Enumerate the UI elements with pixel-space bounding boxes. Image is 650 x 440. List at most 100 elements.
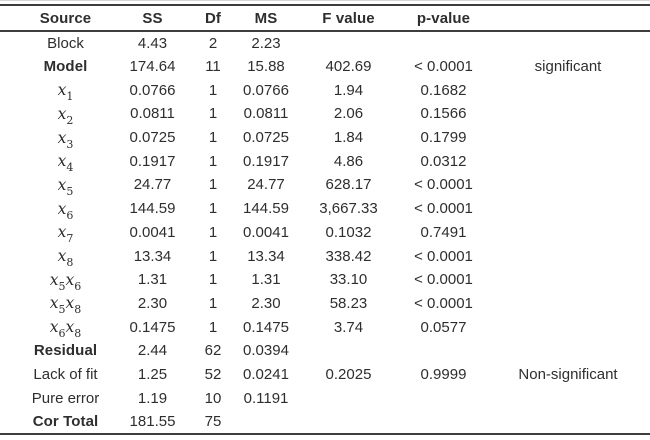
cell-source: x5x8	[0, 292, 115, 317]
cell-ss: 13.34	[133, 247, 172, 265]
cell-ss: 0.0766	[129, 81, 176, 99]
cell-ss: 24.77	[133, 176, 172, 194]
cell-ms: 0.0766	[243, 81, 289, 99]
math-variable: x	[49, 294, 59, 313]
math-subscript: 6	[74, 279, 82, 293]
cell-ms: 24.77	[247, 176, 285, 194]
cell-significance: significant	[534, 58, 602, 76]
cell-df: 1	[208, 223, 218, 241]
cell-significance	[486, 244, 650, 268]
cell-f-value	[296, 410, 401, 434]
cell-p-value: 0.1799	[420, 129, 467, 147]
cell-source: x4	[0, 149, 115, 173]
col-header-f-value: F value	[322, 9, 375, 27]
cell-significance	[486, 126, 650, 150]
math-subscript: 8	[74, 327, 82, 341]
cell-significance: Non-significant	[518, 365, 618, 383]
cell-f-value: 3,667.33	[319, 200, 378, 218]
cell-ms: 144.59	[243, 200, 289, 218]
cell-p-value: < 0.0001	[414, 247, 473, 265]
cell-significance	[486, 339, 650, 363]
cell-p-value: < 0.0001	[414, 58, 473, 76]
cell-ss: 2.30	[137, 294, 168, 312]
cell-ms: 1.31	[251, 271, 281, 289]
table-row: x5x6 1.31 1 1.31 33.10 < 0.0001	[0, 268, 650, 292]
cell-p-value: < 0.0001	[414, 176, 473, 194]
cell-ss: 0.1917	[129, 152, 176, 170]
cell-f-value: 1.84	[333, 129, 364, 147]
cell-p-value: < 0.0001	[414, 200, 473, 218]
math-subscript: 4	[66, 161, 74, 175]
table-row: Lack of fit 1.25 52 0.0241 0.2025 0.9999 Non-s…	[0, 363, 650, 387]
cell-source: Residual	[33, 342, 98, 360]
cell-df: 11	[205, 58, 221, 76]
cell-p-value: 0.9999	[420, 365, 467, 383]
cell-source: x8	[0, 244, 115, 268]
table-row: Model 174.64 11 15.88 402.69 < 0.0001 signific…	[0, 55, 650, 79]
cell-significance	[486, 102, 650, 126]
cell-significance	[486, 315, 650, 339]
math-variable: x	[57, 152, 67, 171]
cell-ss: 0.0725	[129, 129, 176, 147]
cell-df: 1	[208, 81, 218, 99]
cell-source: x7	[0, 221, 115, 246]
cell-df: 1	[208, 105, 218, 123]
cell-ss: 1.31	[137, 271, 168, 289]
cell-f-value	[296, 386, 401, 410]
math-variable: x	[57, 104, 67, 123]
cell-df: 62	[204, 342, 222, 360]
cell-df: 1	[208, 129, 218, 147]
table-row: x6 144.59 1 144.59 3,667.33 < 0.0001	[0, 197, 650, 221]
math-variable: x	[57, 247, 67, 266]
header-row: Source SS Df MS F value p-value	[0, 5, 650, 31]
cell-significance	[486, 292, 650, 316]
cell-significance	[486, 410, 650, 434]
cell-source: x5x6	[0, 268, 115, 292]
cell-f-value: 1.94	[333, 81, 364, 99]
cell-f-value: 338.42	[325, 247, 372, 265]
col-header-significance	[486, 5, 650, 31]
cell-df: 1	[208, 247, 218, 265]
math-subscript: 8	[74, 303, 82, 317]
col-header-ss: SS	[142, 9, 163, 27]
table-row: x6x8 0.1475 1 0.1475 3.74 0.0577	[0, 315, 650, 339]
cell-source: x1	[0, 78, 115, 102]
cell-significance	[486, 197, 650, 221]
cell-p-value: < 0.0001	[414, 271, 473, 289]
cell-significance	[486, 386, 650, 410]
cell-ms: 15.88	[247, 58, 285, 76]
math-subscript: 7	[66, 232, 74, 246]
cell-f-value: 0.1032	[325, 223, 372, 241]
col-header-ms: MS	[254, 9, 278, 27]
cell-f-value: 628.17	[325, 176, 372, 194]
math-variable: x	[57, 128, 67, 147]
cell-ss: 1.25	[137, 365, 168, 383]
cell-ss: 2.44	[137, 342, 168, 360]
math-variable: x	[49, 318, 59, 337]
cell-p-value: 0.0577	[420, 318, 467, 336]
cell-source: x5	[0, 173, 115, 197]
cell-p-value	[401, 386, 486, 410]
math-variable: x	[49, 270, 59, 289]
cell-ss: 174.64	[129, 58, 176, 76]
cell-df: 52	[204, 365, 222, 383]
cell-ss: 0.0811	[130, 105, 175, 123]
cell-ms: 0.1191	[243, 389, 289, 407]
table-row: Residual 2.44 62 0.0394	[0, 339, 650, 363]
cell-source: x6	[0, 197, 115, 221]
cell-df: 75	[204, 412, 222, 430]
table-row: x1 0.0766 1 0.0766 1.94 0.1682	[0, 78, 650, 102]
cell-f-value: 33.10	[329, 271, 368, 289]
cell-source: Block	[47, 34, 84, 52]
cell-significance	[486, 221, 650, 245]
cell-ss: 1.19	[137, 389, 168, 407]
cell-p-value	[401, 410, 486, 434]
cell-significance	[486, 78, 650, 102]
cell-p-value	[401, 31, 486, 55]
math-subscript: 1	[66, 90, 74, 104]
cell-p-value	[401, 339, 486, 363]
table-row: Cor Total 181.55 75	[0, 410, 650, 434]
table-body: Block 4.43 2 2.23 Model 174.64 11 15.88 402.69 < …	[0, 31, 650, 434]
cell-f-value	[296, 339, 401, 363]
cell-p-value: 0.1682	[420, 81, 467, 99]
